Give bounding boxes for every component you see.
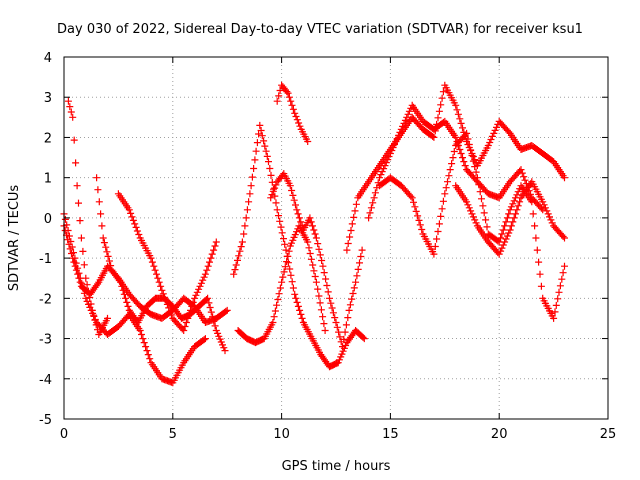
x-tick-label: 15 <box>382 427 399 442</box>
plot-border <box>63 56 609 420</box>
x-tick-label: 10 <box>273 427 290 442</box>
data-series-sat-i <box>267 170 366 351</box>
y-tick-label: 3 <box>44 91 52 106</box>
data-series-sat-m <box>452 178 568 258</box>
y-tick-label: -1 <box>39 252 52 267</box>
x-tick-label: 20 <box>491 427 508 442</box>
data-series-sat-k <box>365 101 547 222</box>
data-series-sat-h <box>273 81 312 145</box>
y-tick-label: -3 <box>39 333 52 348</box>
y-tick-label: 2 <box>44 131 52 146</box>
y-tick-label: -5 <box>39 413 52 428</box>
data-series-sat-f <box>230 121 368 371</box>
x-tick-label: 0 <box>60 427 68 442</box>
chart-title: Day 030 of 2022, Sidereal Day-to-day VTE… <box>57 22 583 37</box>
y-tick-label: 1 <box>44 172 52 187</box>
points-layer <box>60 81 568 387</box>
data-series-sat-e <box>114 190 220 334</box>
data-series-sat-g <box>234 222 329 347</box>
x-tick-label: 5 <box>169 427 177 442</box>
y-tick-label: -2 <box>39 292 52 307</box>
y-tick-label: 0 <box>44 212 52 227</box>
labels-layer: 0 5 10 15 20 25 -5 -4 -3 -2 -1 0 1 2 3 4 <box>39 51 616 442</box>
x-axis-label: GPS time / hours <box>282 459 391 474</box>
y-tick-label: -4 <box>39 373 52 388</box>
ticks-layer <box>63 56 609 420</box>
y-tick-label: 4 <box>44 51 52 66</box>
y-axis-label: SDTVAR / TECUs <box>7 185 22 292</box>
x-tick-label: 25 <box>600 427 617 442</box>
